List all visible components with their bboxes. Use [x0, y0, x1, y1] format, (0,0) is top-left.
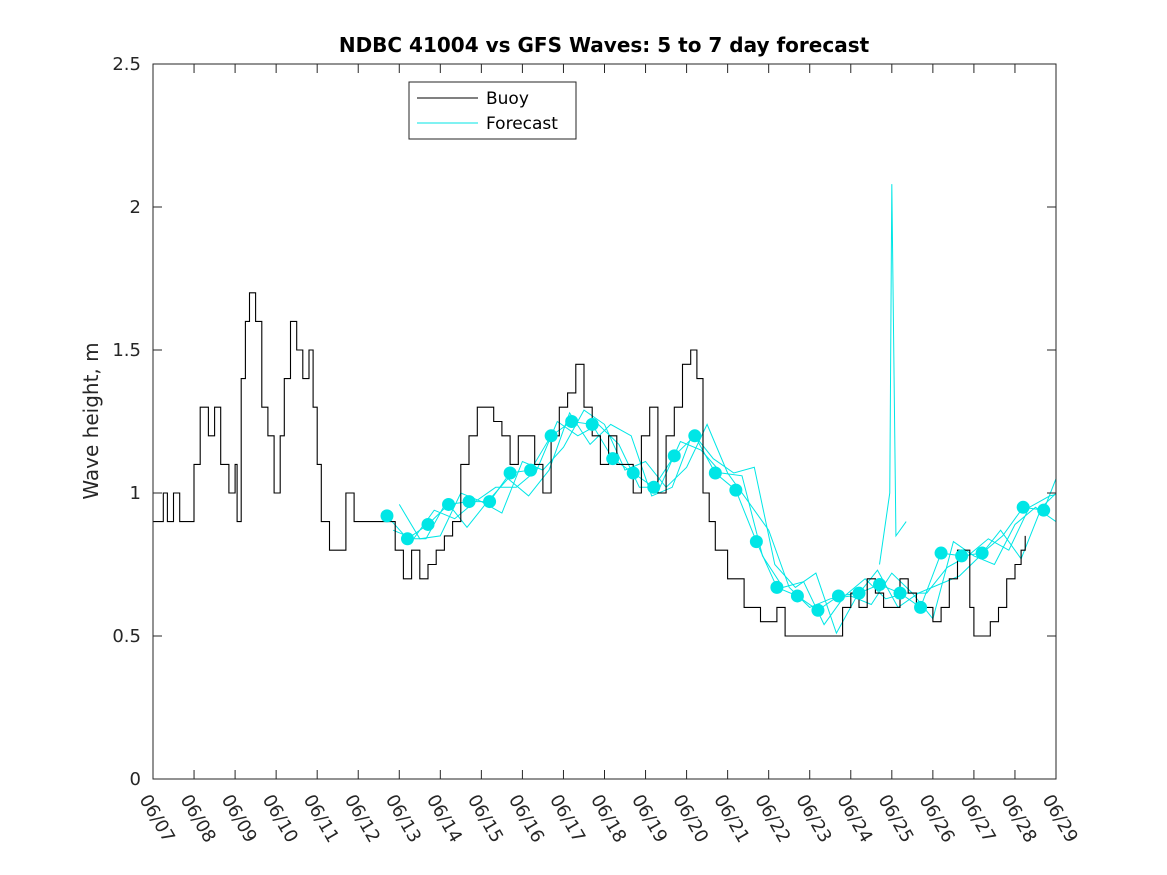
- forecast-marker: [955, 549, 969, 563]
- forecast-marker: [893, 586, 907, 600]
- plot-area: [153, 184, 1056, 637]
- forecast-markers: [380, 415, 1051, 617]
- forecast-marker: [667, 449, 681, 463]
- chart-title: NDBC 41004 vs GFS Waves: 5 to 7 day fore…: [339, 33, 870, 57]
- forecast-marker: [934, 546, 948, 560]
- forecast-marker: [1016, 500, 1030, 514]
- forecast-marker: [975, 546, 989, 560]
- forecast-marker: [688, 429, 702, 443]
- y-tick-label: 2: [130, 197, 141, 218]
- forecast-marker: [483, 495, 497, 509]
- forecast-marker: [442, 497, 456, 511]
- forecast-marker: [811, 603, 825, 617]
- y-tick-label: 0.5: [112, 626, 141, 647]
- forecast-marker: [524, 463, 538, 477]
- legend-buoy-label: Buoy: [486, 89, 529, 109]
- forecast-marker: [626, 466, 640, 480]
- y-axis-label: Wave height, m: [79, 342, 103, 499]
- legend-forecast-label: Forecast: [486, 114, 558, 134]
- forecast-spike-line: [879, 184, 907, 565]
- forecast-marker: [400, 532, 414, 546]
- forecast-marker: [503, 466, 517, 480]
- forecast-marker: [462, 495, 476, 509]
- forecast-marker: [544, 429, 558, 443]
- y-axis-ticks: 0 0.5 1 1.5 2 2.5: [112, 54, 1056, 790]
- y-tick-label: 0: [130, 769, 141, 790]
- forecast-marker: [831, 589, 845, 603]
- forecast-marker: [708, 466, 722, 480]
- forecast-marker: [729, 483, 743, 497]
- forecast-marker: [1037, 503, 1051, 517]
- forecast-marker: [790, 589, 804, 603]
- forecast-marker: [873, 578, 887, 592]
- y-tick-label: 2.5: [112, 54, 141, 75]
- forecast-marker: [380, 509, 394, 523]
- y-tick-label: 1.5: [112, 340, 141, 361]
- forecast-marker: [749, 535, 763, 549]
- forecast-marker: [914, 600, 928, 614]
- forecast-marker: [421, 517, 435, 531]
- forecast-marker: [770, 580, 784, 594]
- y-tick-label: 1: [130, 483, 141, 504]
- forecast-marker: [606, 452, 620, 466]
- forecast-marker: [585, 417, 599, 431]
- forecast-marker: [647, 480, 661, 494]
- legend-box: [408, 81, 577, 140]
- forecast-marker: [852, 586, 866, 600]
- legend: Buoy Forecast: [408, 81, 577, 140]
- forecast-marker: [565, 415, 579, 428]
